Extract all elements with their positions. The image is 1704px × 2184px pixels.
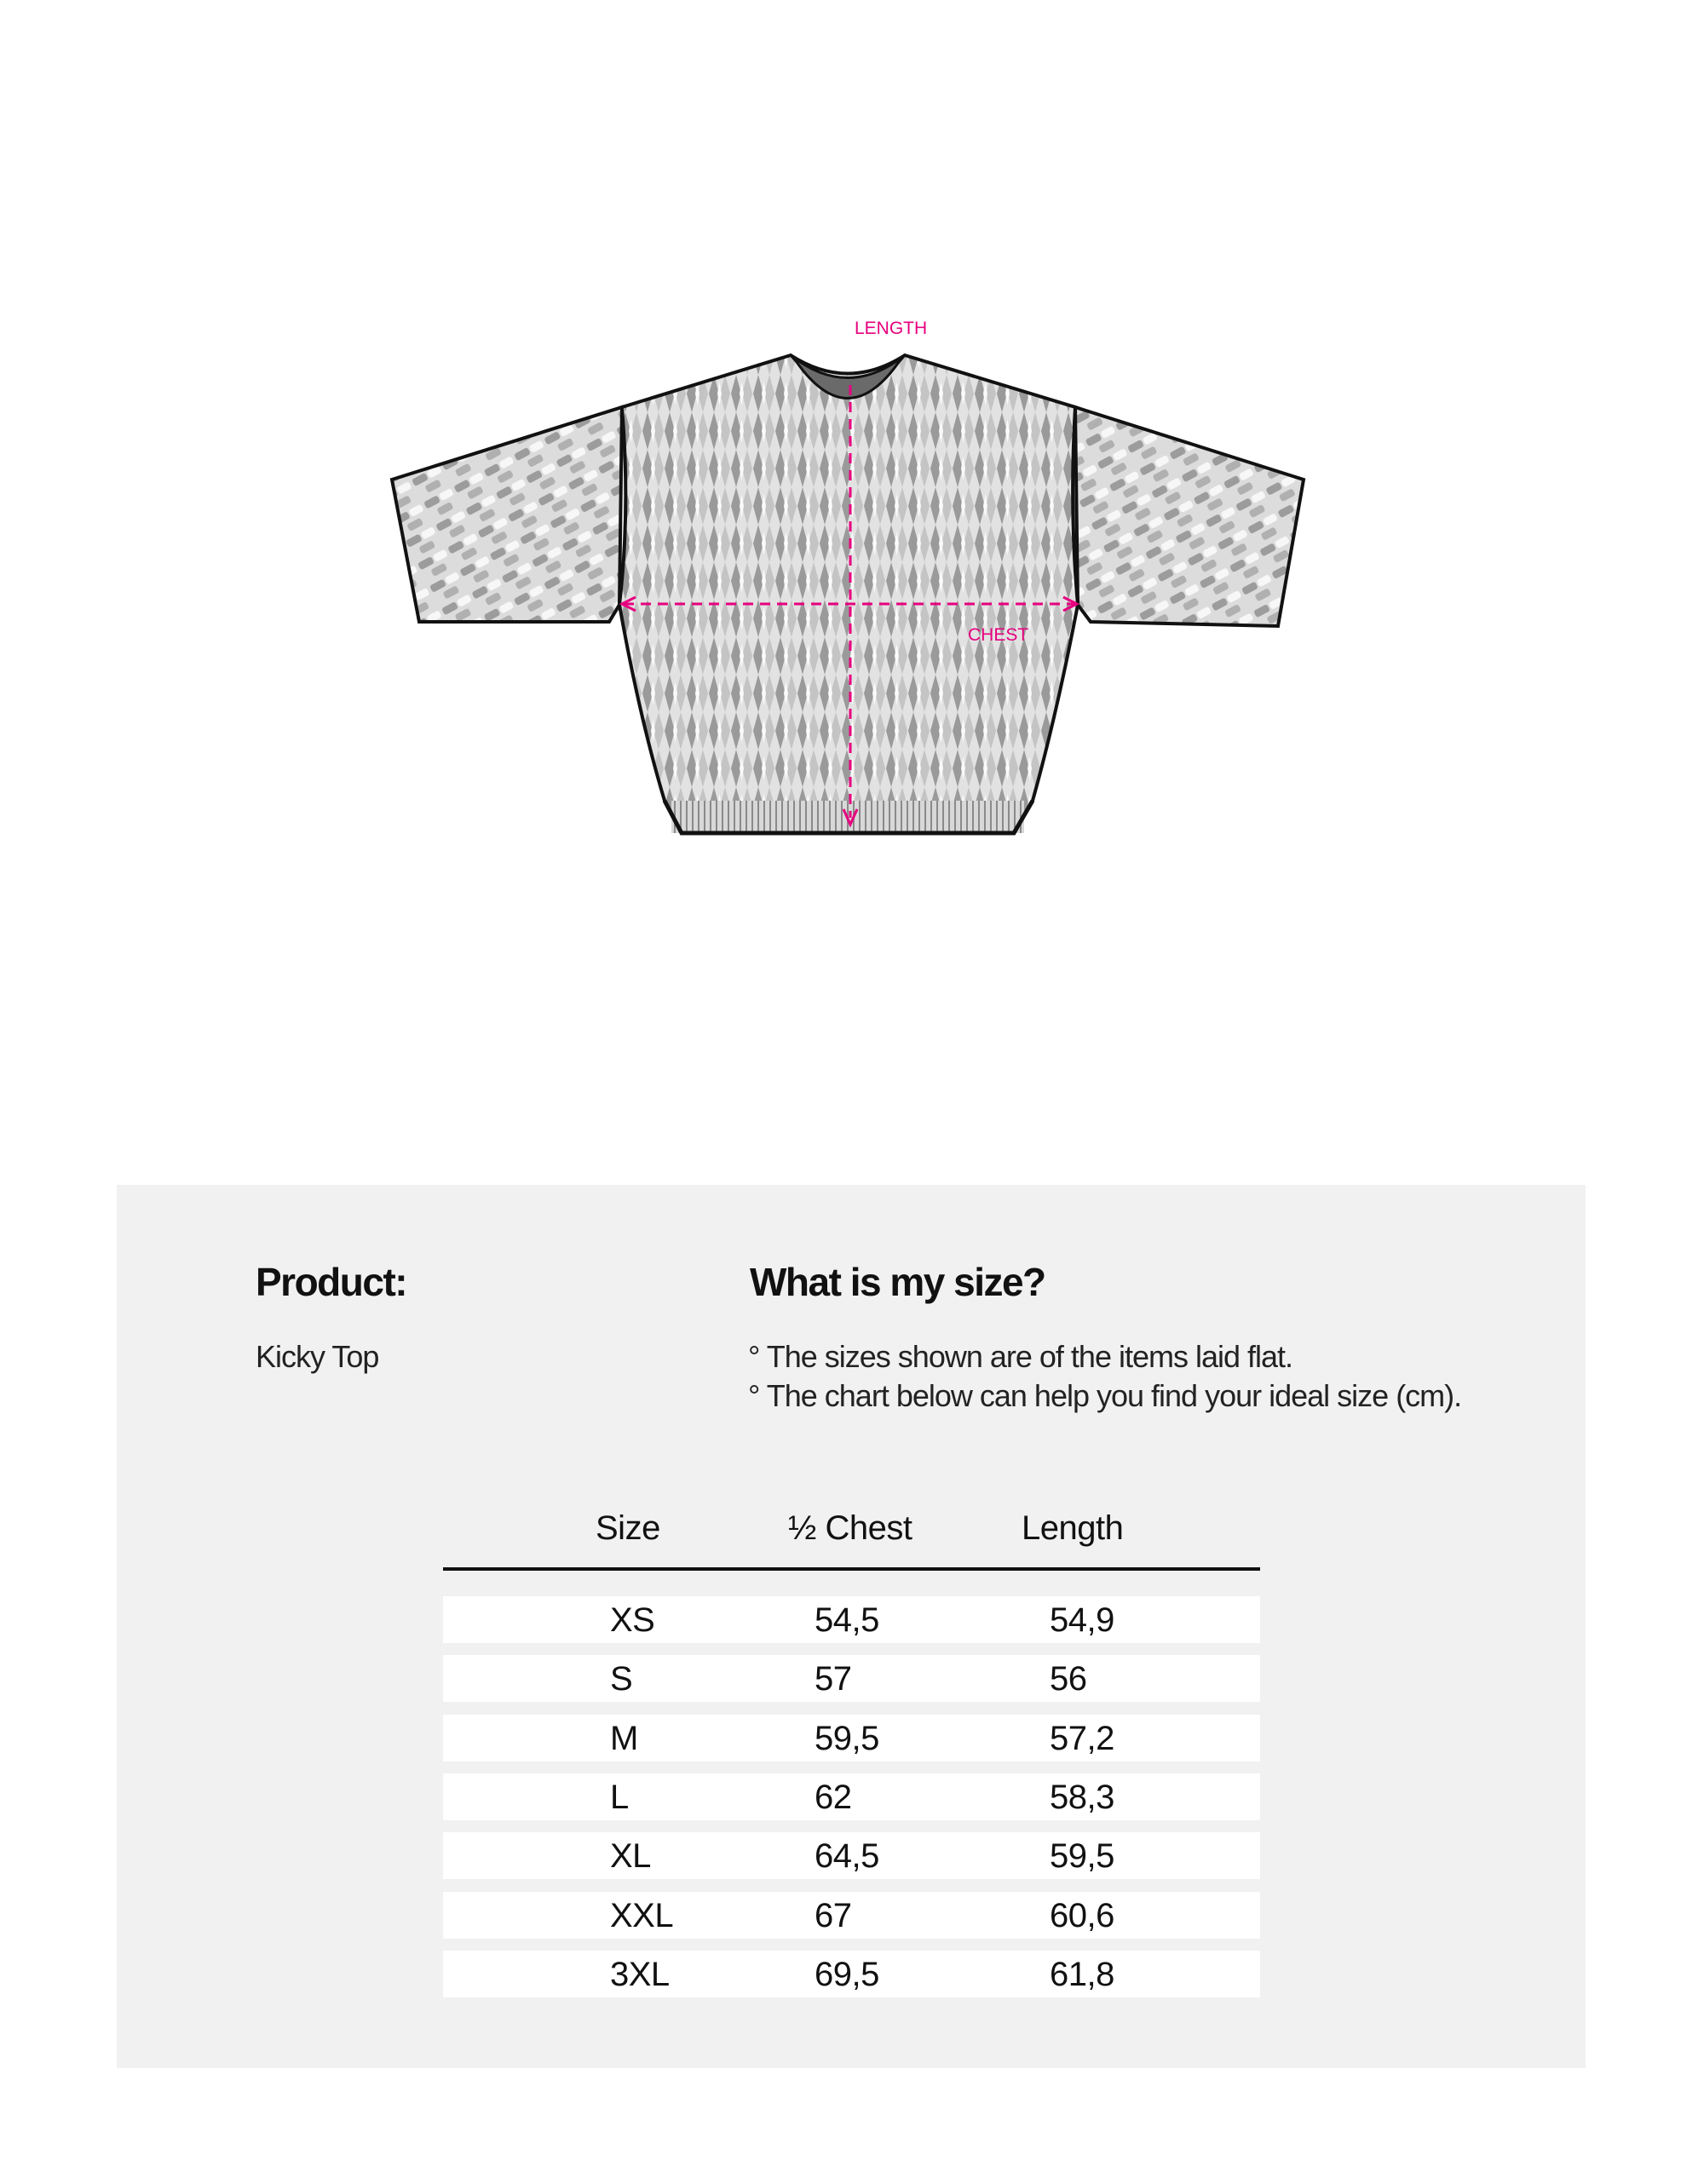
cell-length: 59,5 [1050, 1837, 1114, 1876]
cell-half-chest: 59,5 [815, 1719, 879, 1757]
cell-size: S [610, 1660, 633, 1698]
cell-size: L [610, 1778, 629, 1816]
table-row: S 57 56 [443, 1655, 1260, 1703]
product-name: Kicky Top [256, 1339, 379, 1374]
cell-half-chest: 57 [815, 1660, 852, 1698]
table-row: XS 54,5 54,9 [443, 1596, 1260, 1643]
cell-length: 58,3 [1050, 1778, 1114, 1816]
header-size: Size [596, 1509, 660, 1547]
chest-label: CHEST [968, 625, 1028, 645]
table-row: XL 64,5 59,5 [443, 1832, 1260, 1880]
product-heading: Product: [256, 1260, 408, 1304]
chest-measure: CHEST [619, 595, 1080, 645]
table-row: XXL 67 60,6 [443, 1891, 1260, 1939]
cell-size: 3XL [610, 1955, 670, 1993]
table-row: M 59,5 57,2 [443, 1714, 1260, 1762]
cell-half-chest: 69,5 [815, 1955, 879, 1993]
cell-length: 60,6 [1050, 1896, 1114, 1934]
sweater-measurement-diagram: LENGTH CHEST [389, 319, 1306, 836]
cell-length: 56 [1050, 1660, 1087, 1698]
table-row: L 62 58,3 [443, 1773, 1260, 1820]
length-label: LENGTH [855, 319, 927, 338]
cell-half-chest: 62 [815, 1778, 852, 1816]
right-sleeve [1073, 405, 1306, 629]
table-row: 3XL 69,5 61,8 [443, 1950, 1260, 1997]
size-heading: What is my size? [750, 1260, 1046, 1304]
header-half-chest: ½ Chest [788, 1509, 912, 1547]
size-note-2: ° The chart below can help you find your… [748, 1378, 1462, 1413]
cell-length: 54,9 [1050, 1601, 1114, 1639]
cell-size: XS [610, 1601, 655, 1639]
cell-size: XL [610, 1837, 651, 1876]
header-length: Length [1022, 1509, 1124, 1547]
header-divider [443, 1567, 1260, 1571]
left-sleeve [389, 405, 625, 624]
cell-size: XXL [610, 1896, 674, 1934]
length-measure: LENGTH [842, 319, 927, 828]
cell-half-chest: 67 [815, 1896, 852, 1934]
cell-half-chest: 64,5 [815, 1837, 879, 1876]
body [617, 353, 1080, 836]
cell-size: M [610, 1719, 638, 1757]
cell-half-chest: 54,5 [815, 1601, 879, 1639]
size-note-1: ° The sizes shown are of the items laid … [748, 1339, 1293, 1374]
cell-length: 57,2 [1050, 1719, 1114, 1757]
cell-length: 61,8 [1050, 1955, 1114, 1993]
